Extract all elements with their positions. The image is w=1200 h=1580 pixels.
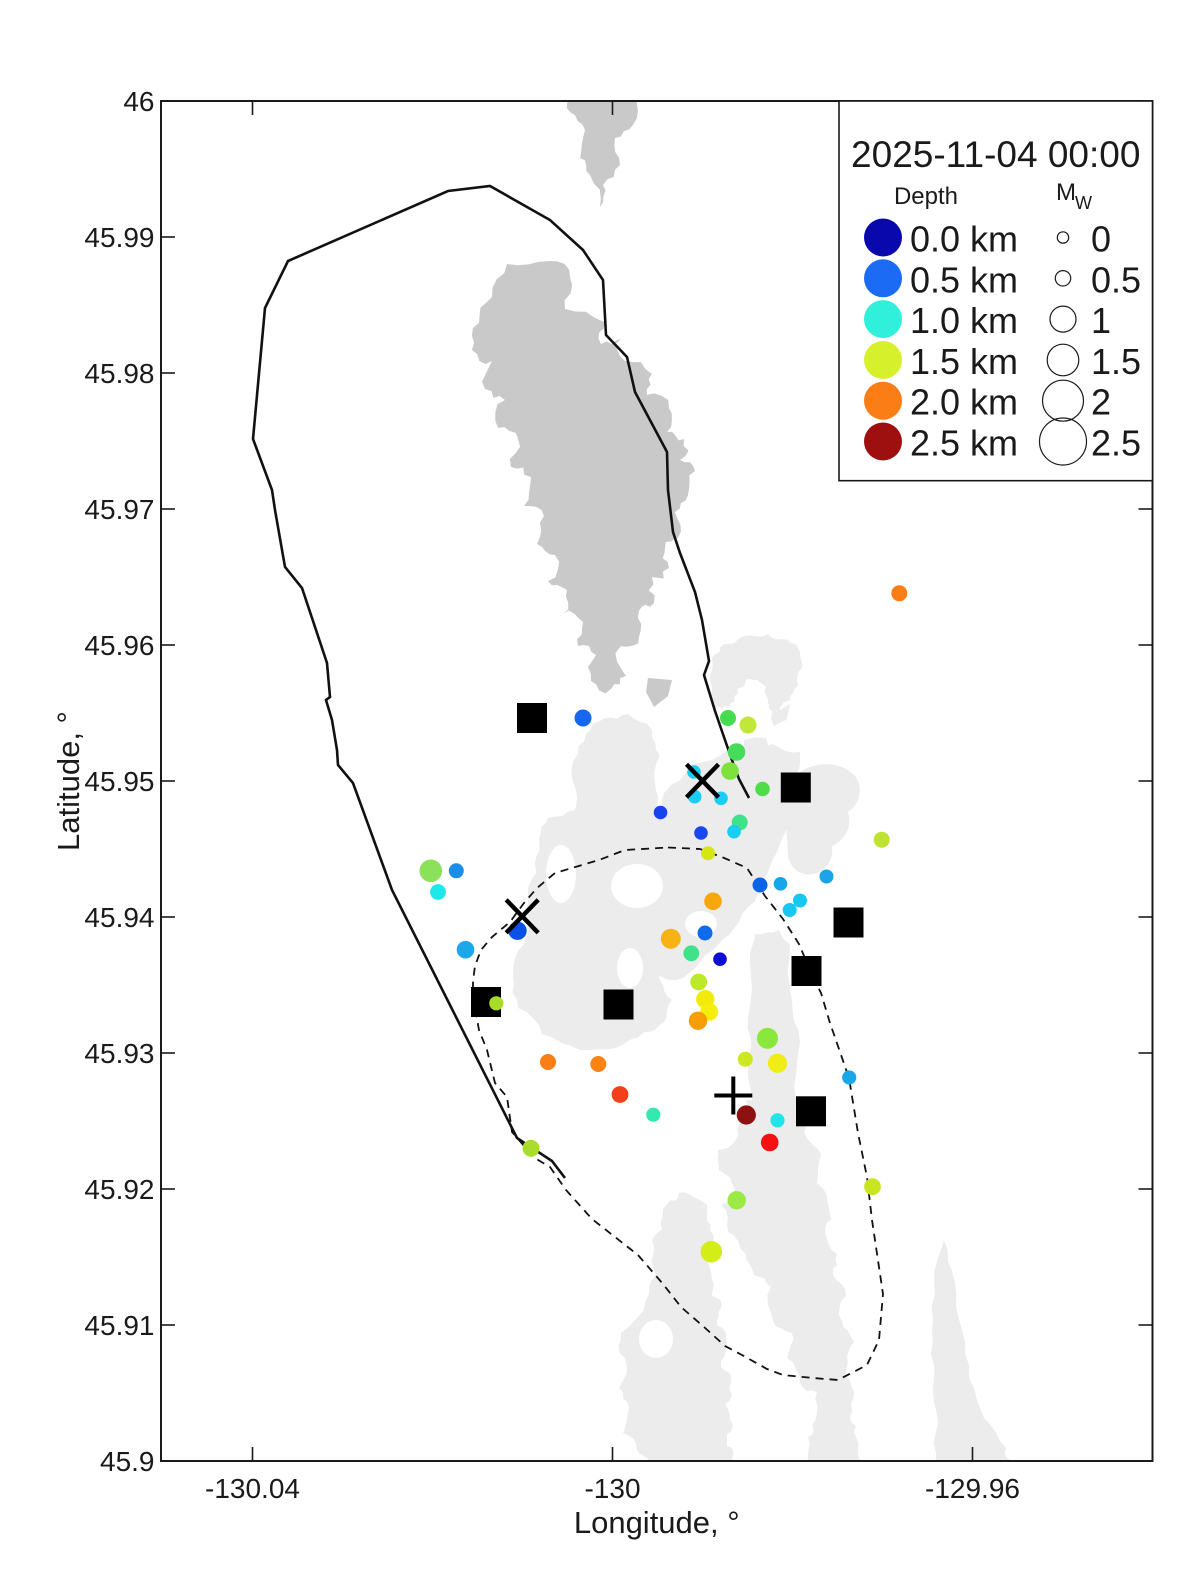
svg-text:2.5 km: 2.5 km [910,423,1018,464]
svg-text:45.99: 45.99 [84,222,154,253]
svg-text:-130: -130 [584,1473,640,1504]
svg-text:1.5 km: 1.5 km [910,341,1018,382]
svg-text:45.97: 45.97 [84,494,154,525]
svg-text:W: W [1075,193,1092,213]
svg-text:M: M [1056,179,1076,206]
svg-text:45.93: 45.93 [84,1038,154,1069]
svg-text:45.95: 45.95 [84,766,154,797]
svg-text:45.96: 45.96 [84,630,154,661]
svg-text:Depth: Depth [894,183,958,210]
svg-text:1.0 km: 1.0 km [910,300,1018,341]
svg-text:45.94: 45.94 [84,902,154,933]
svg-text:2: 2 [1091,382,1111,423]
svg-text:-129.96: -129.96 [925,1473,1020,1504]
svg-text:1.5: 1.5 [1091,341,1141,382]
svg-text:2025-11-04 00:00: 2025-11-04 00:00 [851,134,1140,175]
svg-text:45.9: 45.9 [100,1446,155,1477]
svg-text:46: 46 [123,86,154,117]
svg-text:0.0 km: 0.0 km [910,219,1018,260]
svg-text:Latitude, °: Latitude, ° [51,711,86,851]
svg-text:0: 0 [1091,219,1111,260]
svg-text:-130.04: -130.04 [205,1473,300,1504]
svg-text:0.5: 0.5 [1091,259,1141,300]
svg-text:0.5 km: 0.5 km [910,259,1018,300]
svg-text:2.5: 2.5 [1091,423,1141,464]
svg-text:Longitude, °: Longitude, ° [574,1505,740,1540]
svg-text:45.98: 45.98 [84,358,154,389]
svg-text:45.92: 45.92 [84,1174,154,1205]
svg-text:2.0 km: 2.0 km [910,382,1018,423]
svg-text:45.91: 45.91 [84,1310,154,1341]
svg-text:1: 1 [1091,300,1111,341]
